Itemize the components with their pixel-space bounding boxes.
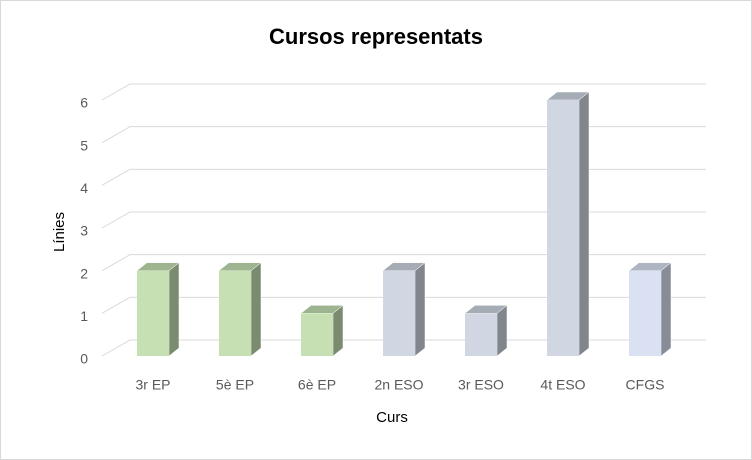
grid-line (101, 211, 706, 229)
y-tick-label: 2 (80, 265, 88, 281)
bar-side (578, 91, 590, 357)
bar-side (414, 262, 426, 357)
bar-side (168, 262, 180, 357)
x-tick-label: 5è EP (216, 377, 254, 393)
grid-line (101, 168, 706, 186)
bar (219, 270, 251, 356)
chart-title: Cursos representats (269, 24, 483, 49)
y-tick-label: 0 (80, 351, 88, 367)
x-tick-label: CFGS (626, 377, 665, 393)
y-tick-label: 3 (80, 223, 88, 239)
y-axis-label: Línies (51, 212, 68, 252)
y-tick-label: 6 (80, 95, 88, 111)
bar (137, 270, 169, 356)
grid-line (101, 296, 706, 314)
x-tick-label: 3r EP (135, 377, 170, 393)
y-tick-label: 4 (80, 180, 88, 196)
y-tick-label: 5 (80, 137, 88, 153)
x-axis-label: Curs (376, 409, 408, 426)
bar (301, 313, 333, 356)
bar-side (250, 262, 262, 357)
grid-line (101, 254, 706, 272)
grid-line (101, 126, 706, 144)
bar-side (496, 304, 508, 357)
x-tick-label: 6è EP (298, 377, 336, 393)
bar (629, 270, 661, 356)
y-tick-label: 1 (80, 308, 88, 324)
bar-side (332, 304, 344, 357)
x-tick-label: 2n ESO (374, 377, 423, 393)
grid-line (101, 339, 706, 357)
bar-side (660, 262, 672, 357)
bar (547, 100, 579, 356)
bar (383, 270, 415, 356)
grid-line (101, 83, 706, 101)
bar (465, 313, 497, 356)
x-tick-label: 3r ESO (458, 377, 504, 393)
x-tick-label: 4t ESO (540, 377, 585, 393)
